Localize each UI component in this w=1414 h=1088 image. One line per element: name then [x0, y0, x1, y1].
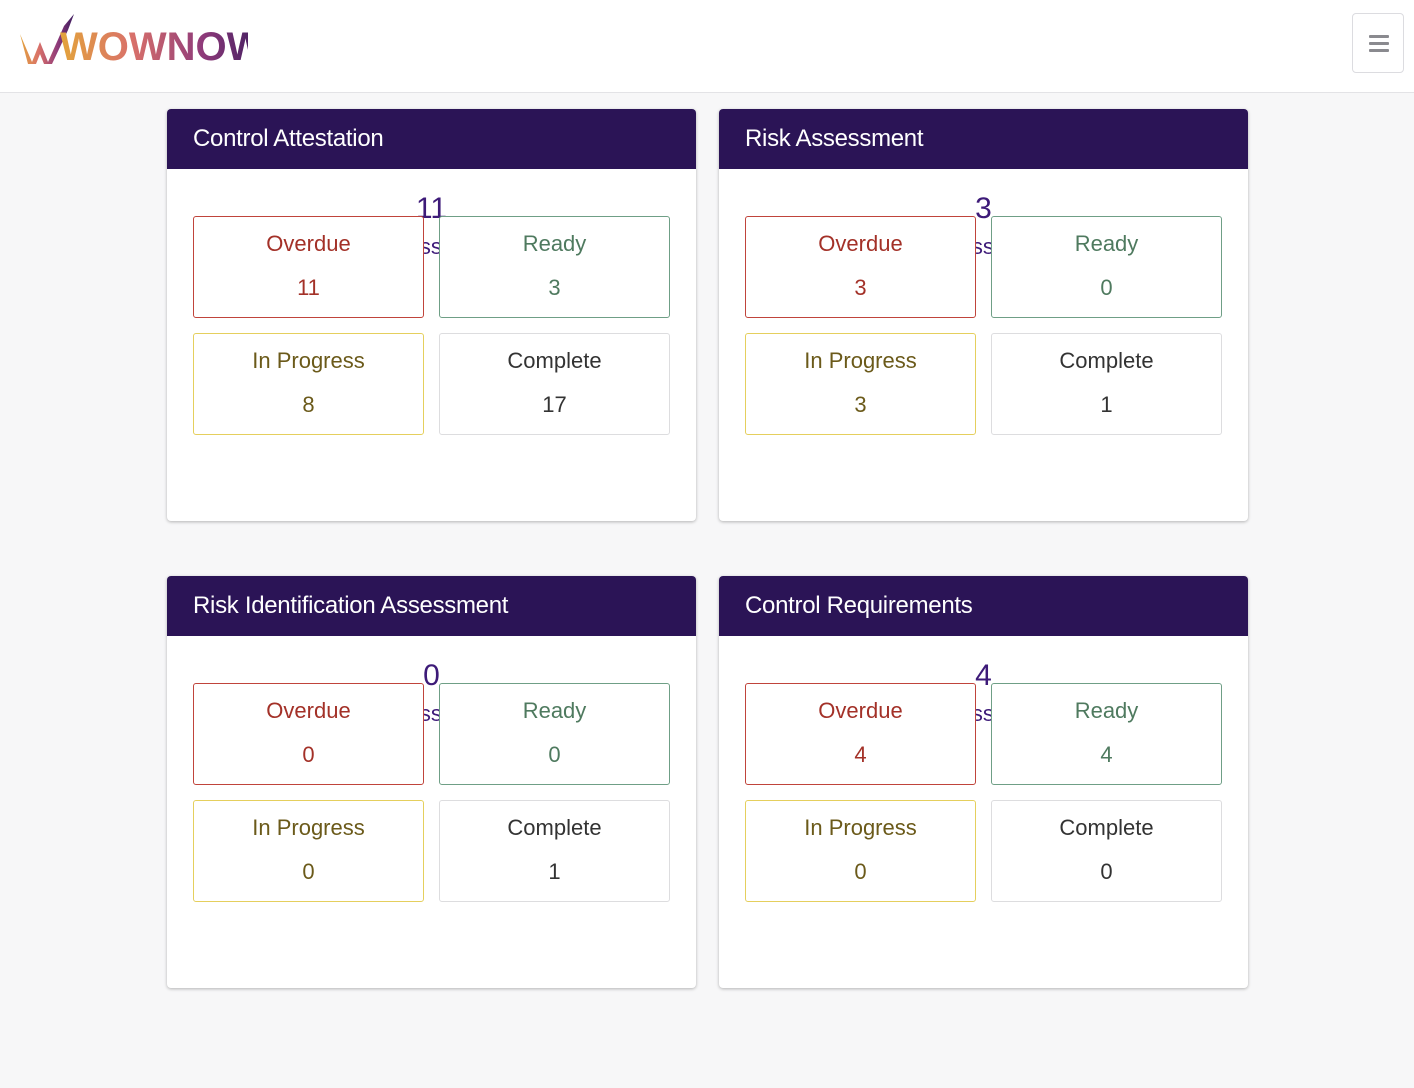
stat-label: Ready [1074, 231, 1139, 256]
stat-value: 0 [1100, 859, 1113, 884]
stat-label: Overdue [818, 698, 903, 723]
stat-value: 3 [854, 392, 867, 417]
stat-label: Complete [507, 815, 602, 840]
stat-value: 0 [548, 742, 561, 767]
stat-value: 1 [1100, 392, 1113, 417]
stat-inprogress[interactable]: In Progress 8 [193, 333, 424, 435]
stat-inprogress[interactable]: In Progress 0 [193, 800, 424, 902]
stat-value: 1 [548, 859, 561, 884]
stat-label: In Progress [804, 815, 917, 840]
stat-value: 0 [302, 742, 315, 767]
stat-label: Complete [507, 348, 602, 373]
stat-inprogress[interactable]: In Progress 0 [745, 800, 976, 902]
hamburger-icon [1369, 35, 1389, 38]
stat-value: 8 [302, 392, 315, 417]
stat-value: 0 [302, 859, 315, 884]
hamburger-icon-bar [1369, 42, 1389, 45]
card-title: Control Requirements [719, 576, 1248, 636]
stat-overdue[interactable]: Overdue 11 [193, 216, 424, 318]
stat-value: 11 [297, 275, 320, 300]
stat-label: Overdue [266, 231, 351, 256]
card-total-count[interactable]: 4 [975, 659, 992, 692]
card-total-count[interactable]: 0 [423, 659, 440, 692]
hamburger-icon-bar [1369, 49, 1389, 52]
stat-label: Ready [522, 231, 587, 256]
stat-value: 4 [854, 742, 867, 767]
stat-value: 3 [548, 275, 561, 300]
hamburger-menu-button[interactable] [1352, 13, 1404, 73]
assessment-card: Control Attestation11Take assessmentsOve… [167, 109, 696, 521]
stat-ready[interactable]: Ready 3 [439, 216, 670, 318]
top-navbar: WOWNOW [0, 0, 1414, 93]
stat-label: In Progress [252, 815, 365, 840]
stat-complete[interactable]: Complete 17 [439, 333, 670, 435]
logo-text: WOWNOW [60, 25, 248, 68]
stat-label: Ready [1074, 698, 1139, 723]
stat-value: 17 [542, 392, 567, 417]
stat-complete[interactable]: Complete 0 [991, 800, 1222, 902]
card-total-count[interactable]: 3 [975, 192, 992, 225]
assessment-card: Risk Assessment3Take assessmentsOverdue3… [719, 109, 1248, 521]
stat-overdue[interactable]: Overdue 3 [745, 216, 976, 318]
stat-value: 0 [854, 859, 867, 884]
assessment-card: Risk Identification Assessment0Take asse… [167, 576, 696, 988]
assessment-card: Control Requirements4Take assessmentsOve… [719, 576, 1248, 988]
stat-ready[interactable]: Ready 4 [991, 683, 1222, 785]
stat-label: In Progress [252, 348, 365, 373]
card-title: Risk Assessment [719, 109, 1248, 169]
stat-overdue[interactable]: Overdue 0 [193, 683, 424, 785]
stat-label: Overdue [818, 231, 903, 256]
stat-inprogress[interactable]: In Progress 3 [745, 333, 976, 435]
stat-complete[interactable]: Complete 1 [439, 800, 670, 902]
stat-overdue[interactable]: Overdue 4 [745, 683, 976, 785]
stat-ready[interactable]: Ready 0 [439, 683, 670, 785]
stat-complete[interactable]: Complete 1 [991, 333, 1222, 435]
stat-label: Complete [1059, 815, 1154, 840]
card-title: Risk Identification Assessment [167, 576, 696, 636]
stat-label: Complete [1059, 348, 1154, 373]
stat-label: Overdue [266, 698, 351, 723]
stat-value: 4 [1100, 742, 1113, 767]
stat-label: Ready [522, 698, 587, 723]
stat-ready[interactable]: Ready 0 [991, 216, 1222, 318]
stat-value: 0 [1100, 275, 1113, 300]
wownow-logo[interactable]: WOWNOW [18, 12, 248, 68]
stat-value: 3 [854, 275, 867, 300]
card-title: Control Attestation [167, 109, 696, 169]
stat-label: In Progress [804, 348, 917, 373]
